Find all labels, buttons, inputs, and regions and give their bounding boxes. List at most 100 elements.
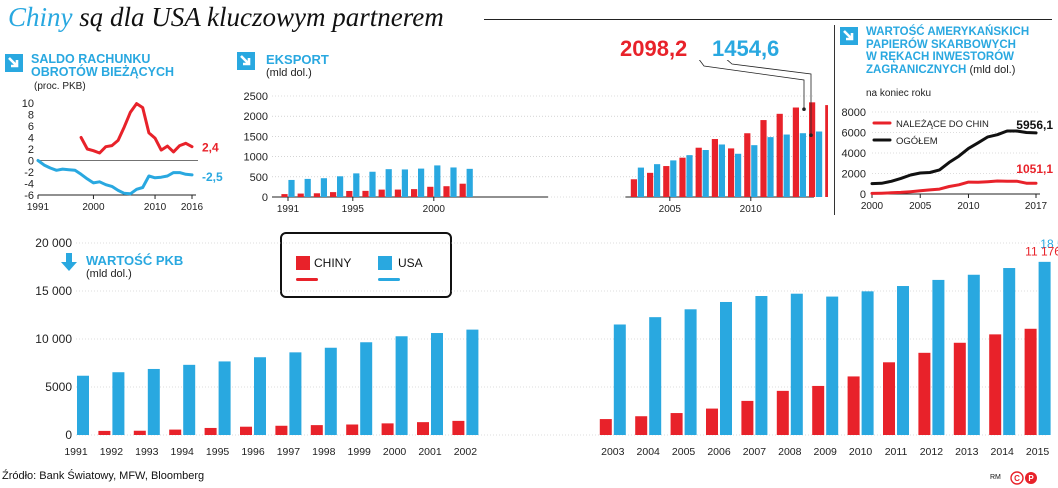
eksport-bar-usa: [816, 131, 823, 197]
pkb-x-tick: 2000: [383, 446, 407, 458]
saldo-y-tick: -2: [24, 167, 34, 179]
pkb-bar-usa: [720, 301, 732, 435]
page-title-highlight: Chiny: [8, 2, 73, 32]
pkb-x-tick: 1995: [206, 446, 230, 458]
eksport-bar-usa: [337, 176, 344, 197]
papiery-x-tick: 2000: [861, 201, 884, 212]
eksport-bar-china: [695, 147, 702, 197]
pkb-bar-usa: [466, 329, 479, 435]
pkb-bar-china: [635, 416, 648, 435]
pkb-x-tick: 2012: [920, 446, 944, 458]
pkb-bar-usa: [684, 309, 697, 435]
saldo-y-tick: -6: [24, 190, 34, 202]
pkb-x-tick: 1998: [312, 446, 336, 458]
saldo-y-tick: 10: [22, 98, 34, 110]
pkb-x-tick: 2010: [849, 446, 873, 458]
page-title: Chiny są dla USA kluczowym partnerem: [8, 2, 444, 33]
pkb-legend: CHINY USA: [280, 232, 452, 298]
pkb-bar-usa: [431, 333, 443, 435]
eksport-bar-china: [679, 157, 686, 197]
pkb-y-tick: 5000: [45, 380, 72, 394]
legend-usa-line: [378, 278, 400, 281]
eksport-y-tick: 1000: [244, 152, 268, 164]
papiery-unit: (mld dol.): [969, 63, 1016, 76]
eksport-chart: 2500 2000 1500 1000 500 0 1991 1995 2000 2005 2010…: [244, 60, 828, 215]
pkb-bar-usa: [183, 364, 196, 435]
pkb-x-tick: 2011: [885, 446, 908, 458]
papiery-title-line4: ZAGRANICZNYCH: [866, 63, 967, 76]
author-initials: RM: [990, 474, 1001, 481]
eksport-china-big-value: 2098,2: [620, 36, 688, 61]
papiery-x-tick: 2005: [909, 201, 932, 212]
eksport-bar-china: [630, 179, 637, 197]
pkb-bar-usa: [254, 357, 266, 435]
pkb-x-tick: 2007: [743, 446, 767, 458]
legend-china-line: [296, 278, 318, 281]
papiery-title: WARTOŚĆ AMERYKAŃSKICH PAPIERÓW SKARBOWYC…: [866, 26, 1029, 76]
eksport-bar-usa: [702, 150, 709, 197]
eksport-leader-dot: [802, 107, 806, 112]
eksport-bar-usa: [434, 165, 441, 197]
eksport-bar-china: [647, 172, 654, 197]
eksport-y-tick: 2500: [244, 91, 268, 103]
saldo-subtitle: (proc. PKB): [34, 81, 86, 92]
pkb-bar-china: [741, 400, 754, 435]
source-note: Źródło: Bank Światowy, MFW, Bloomberg: [2, 470, 205, 482]
pkb-bar-china: [240, 426, 252, 435]
eksport-title: EKSPORT: [266, 52, 329, 67]
legend-china-swatch: [296, 256, 310, 270]
pkb-bar-china: [918, 352, 931, 435]
eksport-y-tick: 1500: [244, 131, 268, 143]
papiery-legend-total-label: OGÓŁEM: [896, 136, 938, 147]
eksport-bar-china: [378, 189, 385, 197]
pkb-bar-china: [989, 334, 1002, 435]
eksport-bar-china: [297, 193, 304, 197]
pkb-bar-china: [599, 419, 612, 435]
pkb-bar-usa: [289, 352, 302, 435]
pkb-bar-china: [169, 429, 182, 435]
page-title-rest: są dla USA kluczowym partnerem: [72, 2, 444, 32]
pkb-bar-usa: [613, 324, 626, 435]
papiery-series-line-total: [870, 129, 1038, 186]
eksport-bar-china: [427, 186, 434, 197]
pkb-bar-usa: [112, 372, 125, 435]
papiery-china-end-label: 1051,1: [1016, 162, 1053, 176]
saldo-y-tick: 0: [28, 156, 34, 168]
eksport-bar-china: [313, 193, 320, 197]
eksport-bar-usa: [466, 168, 473, 197]
pkb-bar-usa: [77, 375, 89, 435]
eksport-bar-china: [728, 148, 735, 197]
pkb-bar-usa: [790, 293, 803, 435]
pkb-usa-end-label: 18 565,6: [1040, 237, 1058, 251]
eksport-x-tick: 2000: [423, 204, 446, 215]
papiery-title-line1: WARTOŚĆ AMERYKAŃSKICH: [866, 26, 1030, 38]
pkb-bar-china: [452, 420, 465, 435]
eksport-bar-usa: [799, 133, 806, 197]
eksport-bar-china: [776, 113, 783, 197]
saldo-x-tick: 1991: [27, 202, 50, 213]
papiery-y-tick: 6000: [842, 128, 866, 140]
eksport-bar-china: [711, 139, 718, 197]
pkb-bar-china: [133, 430, 146, 435]
pkb-y-tick: 20 000: [35, 236, 72, 250]
saldo-usa-end-label: -2,5: [202, 170, 223, 184]
pkb-subtitle: (mld dol.): [86, 268, 132, 280]
eksport-bar-usa: [686, 155, 693, 197]
section-divider: [834, 25, 835, 215]
pkb-x-tick: 1997: [277, 446, 301, 458]
pkb-bar-usa: [1038, 261, 1051, 435]
pkb-bar-usa: [967, 274, 980, 435]
saldo-series-line-usa: [36, 159, 194, 196]
papiery-total-end-label: 5956,1: [1016, 118, 1053, 132]
saldo-title: SALDO RACHUNKU OBROTÓW BIEŻĄCYCH: [31, 53, 174, 79]
saldo-title-line2: OBROTÓW BIEŻĄCYCH: [31, 65, 175, 79]
pkb-x-tick: 2013: [955, 446, 979, 458]
pkb-x-tick: 1992: [100, 446, 124, 458]
pkb-bar-usa: [755, 296, 768, 435]
saldo-x-tick: 2000: [82, 202, 105, 213]
eksport-leader-dot: [809, 133, 813, 138]
pkb-bar-china: [706, 408, 718, 435]
eksport-bar-usa: [751, 145, 758, 197]
